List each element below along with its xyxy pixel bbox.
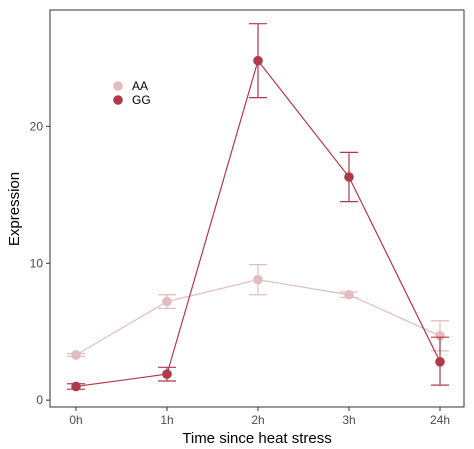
legend-label: GG bbox=[132, 93, 151, 107]
data-point bbox=[344, 289, 354, 300]
series-layer bbox=[67, 23, 449, 392]
data-point bbox=[71, 381, 81, 392]
y-axis-title: Expression bbox=[6, 172, 23, 246]
data-point bbox=[253, 274, 263, 285]
x-tick-label: 24h bbox=[430, 413, 450, 427]
plot-panel-border bbox=[49, 9, 465, 408]
x-tick-label: 1h bbox=[160, 413, 173, 427]
data-point bbox=[435, 357, 445, 367]
y-axis: 0 10 20 bbox=[30, 119, 50, 407]
data-point bbox=[162, 369, 172, 379]
data-point bbox=[435, 331, 445, 341]
data-point bbox=[71, 350, 81, 360]
legend-key-GG bbox=[113, 95, 123, 105]
data-point bbox=[253, 55, 263, 66]
x-tick-label: 2h bbox=[251, 413, 264, 427]
data-point bbox=[162, 296, 172, 307]
x-axis-title: Time since heat stress bbox=[182, 430, 332, 447]
series-line bbox=[75, 59, 441, 388]
y-tick-label: 20 bbox=[30, 119, 44, 133]
legend-key-AA bbox=[113, 81, 123, 91]
y-tick-label: 10 bbox=[30, 256, 44, 270]
data-point bbox=[344, 172, 354, 182]
y-tick-label: 0 bbox=[36, 393, 43, 407]
legend-label: AA bbox=[132, 79, 148, 93]
x-tick-label: 0h bbox=[69, 413, 82, 427]
x-tick-label: 3h bbox=[342, 413, 355, 427]
series-GG bbox=[67, 23, 449, 392]
x-axis: 0h 1h 2h 3h 24h bbox=[69, 407, 450, 427]
series-AA bbox=[67, 264, 449, 360]
